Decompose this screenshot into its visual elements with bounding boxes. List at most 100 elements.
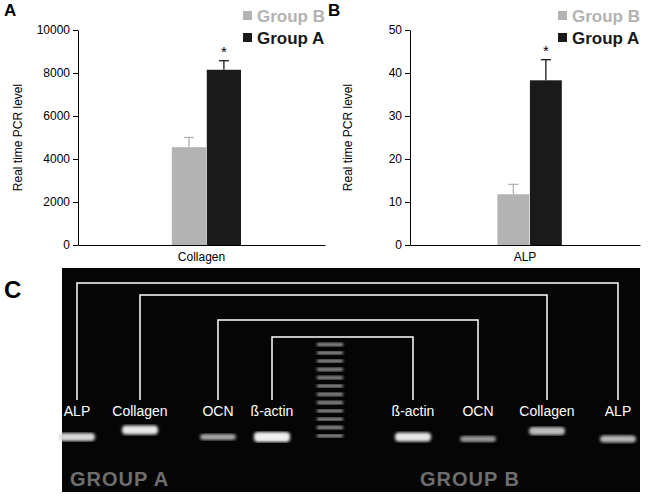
y-tick-label: 2000 xyxy=(43,195,70,209)
plot-area xyxy=(172,61,241,245)
significance-marker: * xyxy=(543,42,549,59)
error-bar-cap xyxy=(508,184,518,185)
y-tick-label: 40 xyxy=(389,66,403,80)
legend-label: Group A xyxy=(572,29,639,48)
lane-label: Collagen xyxy=(519,403,574,419)
ladder-band xyxy=(317,385,343,388)
ladder-band xyxy=(317,409,343,412)
y-axis-line xyxy=(78,31,79,246)
gel-image xyxy=(62,268,640,492)
figure: A0200040006000800010000CollagenReal time… xyxy=(0,0,653,497)
y-tick-mark xyxy=(73,116,78,117)
group-label: GROUP B xyxy=(420,468,520,490)
y-tick: 6000 xyxy=(43,109,78,123)
legend-entry: Group B xyxy=(558,7,640,26)
lane-label: Collagen xyxy=(112,403,167,419)
panel-label: C xyxy=(4,276,21,303)
lane-label: ß-actin xyxy=(251,403,294,419)
legend-swatch xyxy=(243,33,252,42)
x-tick-label: Collagen xyxy=(178,250,225,264)
gel-band xyxy=(200,434,236,440)
x-axis-line xyxy=(79,245,326,246)
panel-label: B xyxy=(328,1,340,20)
gel-band xyxy=(59,433,95,441)
y-tick-mark xyxy=(405,30,410,31)
y-tick-mark xyxy=(405,73,410,74)
y-tick: 20 xyxy=(389,152,410,166)
lane-label: ß-actin xyxy=(392,403,435,419)
error-bar xyxy=(508,184,518,194)
error-bar xyxy=(219,61,229,70)
y-axis-title: Real time PCR level xyxy=(11,84,25,191)
x-axis-line xyxy=(411,245,641,246)
lane-label: ALP xyxy=(605,403,631,419)
gel-band xyxy=(529,427,565,435)
ladder-band xyxy=(317,434,343,437)
legend-label: Group B xyxy=(257,7,325,26)
y-tick-mark xyxy=(405,202,410,203)
bar xyxy=(207,70,241,245)
ladder-band xyxy=(317,418,343,421)
legend-swatch xyxy=(243,11,252,20)
gel-band xyxy=(600,436,636,443)
y-axis-line xyxy=(410,31,411,246)
y-tick-mark xyxy=(73,202,78,203)
y-tick-label: 30 xyxy=(389,109,403,123)
y-tick-mark xyxy=(73,73,78,74)
ladder-band xyxy=(317,376,343,379)
y-axis: 0 2000 4000 6000 8000 10000 xyxy=(37,23,79,252)
gel-band xyxy=(460,436,496,442)
gel-panel: C ALP Collagen OCN ß-actin ß-actin OCN Collagen… xyxy=(4,268,640,492)
y-tick: 0 xyxy=(395,238,410,252)
y-tick-mark xyxy=(73,159,78,160)
bar xyxy=(172,147,206,245)
legend: Group B Group A xyxy=(243,7,325,48)
x-tick-label: ALP xyxy=(514,250,537,264)
ladder-band xyxy=(317,360,343,363)
y-tick-mark xyxy=(405,116,410,117)
legend-swatch xyxy=(558,33,567,42)
error-bar-cap xyxy=(219,60,229,61)
ladder-band xyxy=(317,368,343,371)
y-tick-label: 6000 xyxy=(43,109,70,123)
y-tick: 50 xyxy=(389,23,410,37)
y-tick: 10000 xyxy=(37,23,78,37)
error-bar-stem xyxy=(188,138,189,148)
bar xyxy=(497,194,529,245)
y-tick-label: 0 xyxy=(395,238,402,252)
y-tick: 8000 xyxy=(43,66,78,80)
lane-label: OCN xyxy=(202,403,233,419)
y-axis: 0 10 20 30 40 50 xyxy=(389,23,411,252)
y-tick: 4000 xyxy=(43,152,78,166)
lane-bracket xyxy=(140,295,547,400)
group-label: GROUP A xyxy=(70,468,169,490)
x-tick: ALP xyxy=(514,250,537,264)
y-axis-title: Real time PCR level xyxy=(341,84,355,191)
y-tick: 30 xyxy=(389,109,410,123)
y-tick-label: 10 xyxy=(389,195,403,209)
error-bar-stem xyxy=(545,60,546,81)
y-tick: 2000 xyxy=(43,195,78,209)
lane-bracket xyxy=(272,337,413,400)
legend: Group B Group A xyxy=(558,7,640,48)
ladder-band xyxy=(317,393,343,396)
y-tick-mark xyxy=(405,159,410,160)
error-bar xyxy=(541,60,551,81)
legend-label: Group B xyxy=(572,7,640,26)
lane-label: OCN xyxy=(462,403,493,419)
significance-marker: * xyxy=(221,43,227,60)
gel-band xyxy=(395,433,431,442)
legend-entry: Group B xyxy=(243,7,325,26)
y-tick-label: 4000 xyxy=(43,152,70,166)
y-tick-label: 0 xyxy=(63,238,70,252)
y-tick: 10 xyxy=(389,195,410,209)
chart: B 0 10 20 30 40 50 ALP Real time PCR level * Group… xyxy=(328,1,641,264)
error-bar xyxy=(184,138,194,148)
lane-label: ALP xyxy=(64,403,90,419)
plot-area xyxy=(497,60,561,245)
error-bar-cap xyxy=(184,137,194,138)
x-tick: Collagen xyxy=(178,250,225,264)
legend-label: Group A xyxy=(257,29,324,48)
x-axis: Collagen xyxy=(79,246,326,265)
y-tick-mark xyxy=(73,245,78,246)
